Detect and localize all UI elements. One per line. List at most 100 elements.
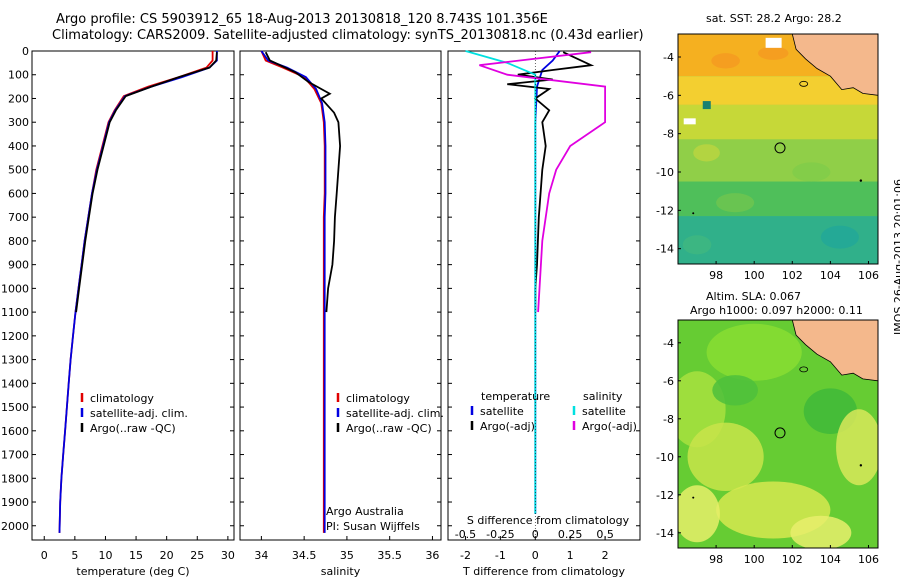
x-tick-label: 35.5 bbox=[377, 549, 402, 562]
legend-heading-salinity: salinity bbox=[583, 390, 623, 403]
x-tick-label: 106 bbox=[858, 553, 879, 566]
field-blob bbox=[678, 485, 720, 543]
y-tick-label: -14 bbox=[656, 527, 674, 540]
y-tick-label: 100 bbox=[8, 69, 29, 82]
y-tick-label: -14 bbox=[656, 243, 674, 256]
field-patch bbox=[792, 162, 831, 182]
series-line bbox=[465, 50, 537, 514]
y-tick-label: 500 bbox=[8, 164, 29, 177]
cold-pixel bbox=[702, 101, 711, 110]
land-sumatra bbox=[791, 34, 878, 96]
legend-label: satellite bbox=[480, 405, 524, 418]
y-tick-label: -4 bbox=[663, 337, 674, 350]
x-tick-label: -2 bbox=[460, 549, 471, 562]
series-line bbox=[58, 51, 218, 533]
y-tick-label: 2000 bbox=[1, 520, 29, 533]
x-tick-label: 5 bbox=[71, 549, 78, 562]
map-field bbox=[678, 34, 878, 264]
profile-panel-3: -2 -1 0 1 2 T difference from climatology bbox=[447, 50, 641, 578]
y-tick-label: 1700 bbox=[1, 449, 29, 462]
x-tick-label: 34 bbox=[254, 549, 268, 562]
island-christmas bbox=[859, 179, 863, 182]
y-tick-label: 1300 bbox=[1, 354, 29, 367]
y-tick-label: 1500 bbox=[1, 401, 29, 414]
x2-tick-label: 0.5 bbox=[596, 528, 614, 541]
argo-float-marker bbox=[774, 427, 786, 439]
y-tick-label: -8 bbox=[663, 128, 674, 141]
field-patch bbox=[682, 235, 712, 255]
x2-tick-label: 0.25 bbox=[558, 528, 583, 541]
y-tick-label: -8 bbox=[663, 413, 674, 426]
profile-title: Argo profile: CS 5903912_65 18-Aug-2013 … bbox=[56, 12, 548, 27]
x-tick-label: 104 bbox=[820, 269, 841, 282]
field-blob bbox=[706, 323, 802, 381]
panel-frame bbox=[447, 50, 641, 541]
map-frame bbox=[677, 319, 879, 549]
y-tick-label: 1900 bbox=[1, 496, 29, 509]
y-tick-label: -6 bbox=[663, 89, 674, 102]
y-tick-label: -6 bbox=[663, 375, 674, 388]
legend-heading-temperature: temperature bbox=[481, 390, 550, 403]
x-tick-label: 100 bbox=[744, 553, 765, 566]
x-tick-label: 0 bbox=[532, 549, 539, 562]
legend-label: satellite-adj. clim. bbox=[90, 407, 188, 420]
island-enggano bbox=[799, 366, 809, 373]
legend-label: Argo(..raw -QC) bbox=[346, 422, 432, 435]
panel-frame bbox=[239, 50, 442, 541]
island-enggano bbox=[799, 80, 809, 87]
y-tick-label: 800 bbox=[8, 235, 29, 248]
y-tick-label: 0 bbox=[22, 45, 29, 58]
sla-map: -4 -6 -8 -10 -12 -14 98 100 102 104 106 bbox=[656, 319, 879, 566]
island-cocos bbox=[692, 212, 695, 215]
legend-label: climatology bbox=[90, 392, 154, 405]
x-tick-label: 102 bbox=[782, 269, 803, 282]
field-band bbox=[678, 104, 878, 140]
x-tick-label: 34.5 bbox=[292, 549, 317, 562]
x-tick-label: 98 bbox=[709, 269, 723, 282]
x-tick-label: 30 bbox=[221, 549, 235, 562]
x-tick-label: 100 bbox=[744, 269, 765, 282]
y-tick-label: -12 bbox=[656, 489, 674, 502]
sla-map-title: Altim. SLA: 0.067 bbox=[706, 290, 802, 303]
sst-map-title: sat. SST: 28.2 Argo: 28.2 bbox=[706, 12, 842, 25]
y-tick-label: 1400 bbox=[1, 377, 29, 390]
sla-map-subtitle: Argo h1000: 0.097 h2000: 0.11 bbox=[690, 304, 863, 317]
climatology-title: Climatology: CARS2009. Satellite-adjuste… bbox=[52, 28, 644, 43]
x-tick-label: 2 bbox=[602, 549, 609, 562]
y-tick-label: -4 bbox=[663, 51, 674, 64]
missing-pixel bbox=[765, 37, 782, 48]
x-tick-label: 25 bbox=[190, 549, 204, 562]
argo-float-marker bbox=[774, 142, 786, 154]
x-tick-label: 10 bbox=[98, 549, 112, 562]
x-axis-label: salinity bbox=[321, 565, 361, 578]
y-tick-label: 700 bbox=[8, 211, 29, 224]
y-tick-label: 1200 bbox=[1, 330, 29, 343]
island-cocos bbox=[692, 496, 695, 499]
land-sumatra bbox=[791, 320, 878, 382]
field-band bbox=[678, 181, 878, 217]
legend-label: Argo(-adj) bbox=[480, 420, 535, 433]
island-christmas bbox=[859, 464, 863, 467]
missing-pixel bbox=[683, 118, 696, 125]
x-tick-label: 20 bbox=[160, 549, 174, 562]
y-tick-label: 1800 bbox=[1, 472, 29, 485]
y-tick-label: 1000 bbox=[1, 282, 29, 295]
field-patch bbox=[758, 46, 789, 60]
x-tick-label: 106 bbox=[858, 269, 879, 282]
y-tick-label: -10 bbox=[656, 166, 674, 179]
x-tick-label: 98 bbox=[709, 553, 723, 566]
field-patch bbox=[716, 193, 755, 213]
series-line bbox=[264, 51, 342, 313]
series-line bbox=[479, 51, 606, 313]
y-tick-label: 200 bbox=[8, 92, 29, 105]
sst-map: -4 -6 -8 -10 -12 -14 98 100 102 104 106 bbox=[656, 33, 879, 282]
x-tick-label: 0 bbox=[41, 549, 48, 562]
series-line bbox=[260, 50, 327, 533]
map-field bbox=[678, 320, 878, 548]
legend-label: satellite bbox=[582, 405, 626, 418]
profile-panel-1: 0100200300400500600700800900100011001200… bbox=[1, 45, 235, 578]
x-tick-label: -1 bbox=[495, 549, 506, 562]
series-line bbox=[75, 52, 218, 313]
y-tick-label: 1100 bbox=[1, 306, 29, 319]
